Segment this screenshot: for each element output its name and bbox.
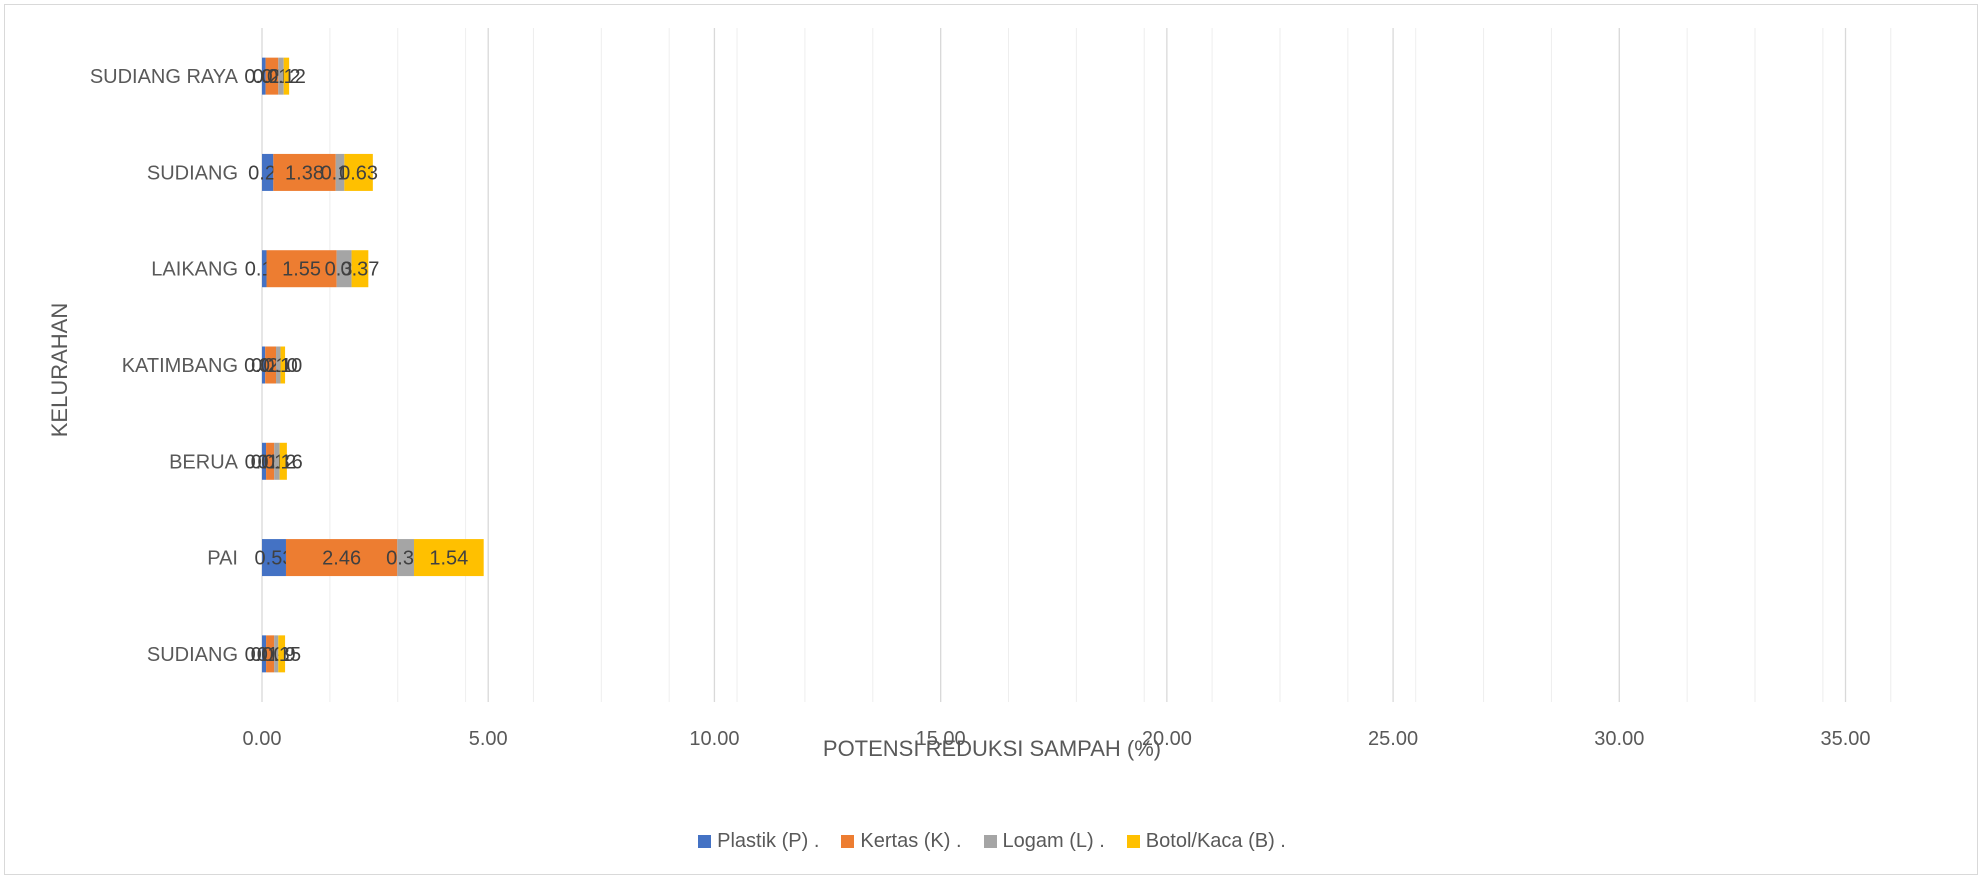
data-label: 0.63 — [339, 162, 378, 184]
bar-segment — [274, 442, 280, 480]
bar-segment — [279, 442, 287, 480]
data-label: 1.54 — [429, 548, 468, 570]
bar-segment — [274, 635, 279, 673]
y-category-label: LAIKANG — [151, 259, 238, 281]
bar-segment — [414, 539, 484, 577]
x-tick-label: 20.00 — [1142, 728, 1192, 750]
legend-label: Logam (L) . — [1002, 830, 1105, 852]
data-label: 1.55 — [282, 259, 321, 281]
bar-segment — [262, 442, 267, 480]
y-axis-title: KELURAHAN — [47, 302, 72, 438]
data-label: 0.10 — [263, 355, 302, 377]
legend-swatch — [983, 835, 997, 848]
bar-segment — [265, 57, 279, 95]
bar-segment — [273, 153, 336, 191]
x-tick-label: 25.00 — [1368, 728, 1418, 750]
chart-area — [4, 4, 1978, 875]
x-axis-title: POTENSI REDUKSI SAMPAH (%) — [822, 736, 1162, 761]
data-label: 0.53 — [255, 548, 294, 570]
x-tick-label: 10.00 — [689, 728, 739, 750]
data-label: 2.46 — [322, 548, 361, 570]
x-tick-label: 5.00 — [469, 728, 508, 750]
data-label: 0.10 — [259, 355, 298, 377]
bar-segment — [344, 153, 373, 191]
bar-segment — [285, 539, 398, 577]
x-tick-label: 0.00 — [243, 728, 282, 750]
legend-item: Plastik (P) . — [698, 830, 819, 853]
bar-segment — [265, 346, 277, 384]
legend: Plastik (P) . Kertas (K) . Logam (L) . Boto… — [0, 830, 1984, 853]
bar-segment — [278, 635, 286, 673]
bar-segment — [283, 57, 290, 95]
bar-segment — [262, 57, 266, 95]
legend-swatch — [1126, 835, 1140, 848]
bar-segment — [351, 250, 369, 288]
bar-segment — [397, 539, 415, 577]
x-tick-label: 35.00 — [1820, 728, 1870, 750]
legend-label: Botol/Kaca (B) . — [1145, 830, 1286, 852]
bar-segment — [266, 250, 337, 288]
bar-segment — [262, 346, 266, 384]
bar-segment — [262, 153, 274, 191]
bar-segment — [266, 635, 275, 673]
legend-swatch — [841, 835, 855, 848]
legend-item: Kertas (K) . — [841, 830, 962, 853]
y-category-label: SUDIANG — [147, 162, 238, 184]
data-label: 1.38 — [285, 162, 324, 184]
data-label: 0.16 — [264, 451, 303, 473]
data-label: 0.12 — [267, 66, 306, 88]
y-category-label: BERUA — [169, 451, 239, 473]
data-label: 0.09 — [257, 644, 296, 666]
data-label: 0.15 — [262, 644, 301, 666]
bar-segment — [335, 153, 345, 191]
bar-segment — [278, 57, 284, 95]
x-tick-label: 30.00 — [1594, 728, 1644, 750]
bar-segment — [280, 346, 286, 384]
y-category-label: SUDIANG RAYA — [90, 66, 239, 88]
y-category-label: KATIMBANG — [122, 355, 238, 377]
legend-item: Botol/Kaca (B) . — [1126, 830, 1286, 853]
y-category-label: PAI — [207, 548, 238, 570]
legend-label: Kertas (K) . — [860, 830, 962, 852]
bar-segment — [276, 346, 281, 384]
legend-swatch — [698, 835, 712, 848]
bar-segment — [262, 635, 267, 673]
data-label: 0.12 — [262, 66, 301, 88]
y-category-label: SUDIANG — [147, 644, 238, 666]
x-tick-label: 15.00 — [916, 728, 966, 750]
legend-label: Plastik (P) . — [717, 830, 820, 852]
bar-segment — [262, 250, 267, 288]
bar-segment — [262, 539, 286, 577]
bar-segment — [336, 250, 352, 288]
bar-segment — [266, 442, 275, 480]
legend-item: Logam (L) . — [983, 830, 1105, 853]
data-label: 0.37 — [340, 259, 379, 281]
